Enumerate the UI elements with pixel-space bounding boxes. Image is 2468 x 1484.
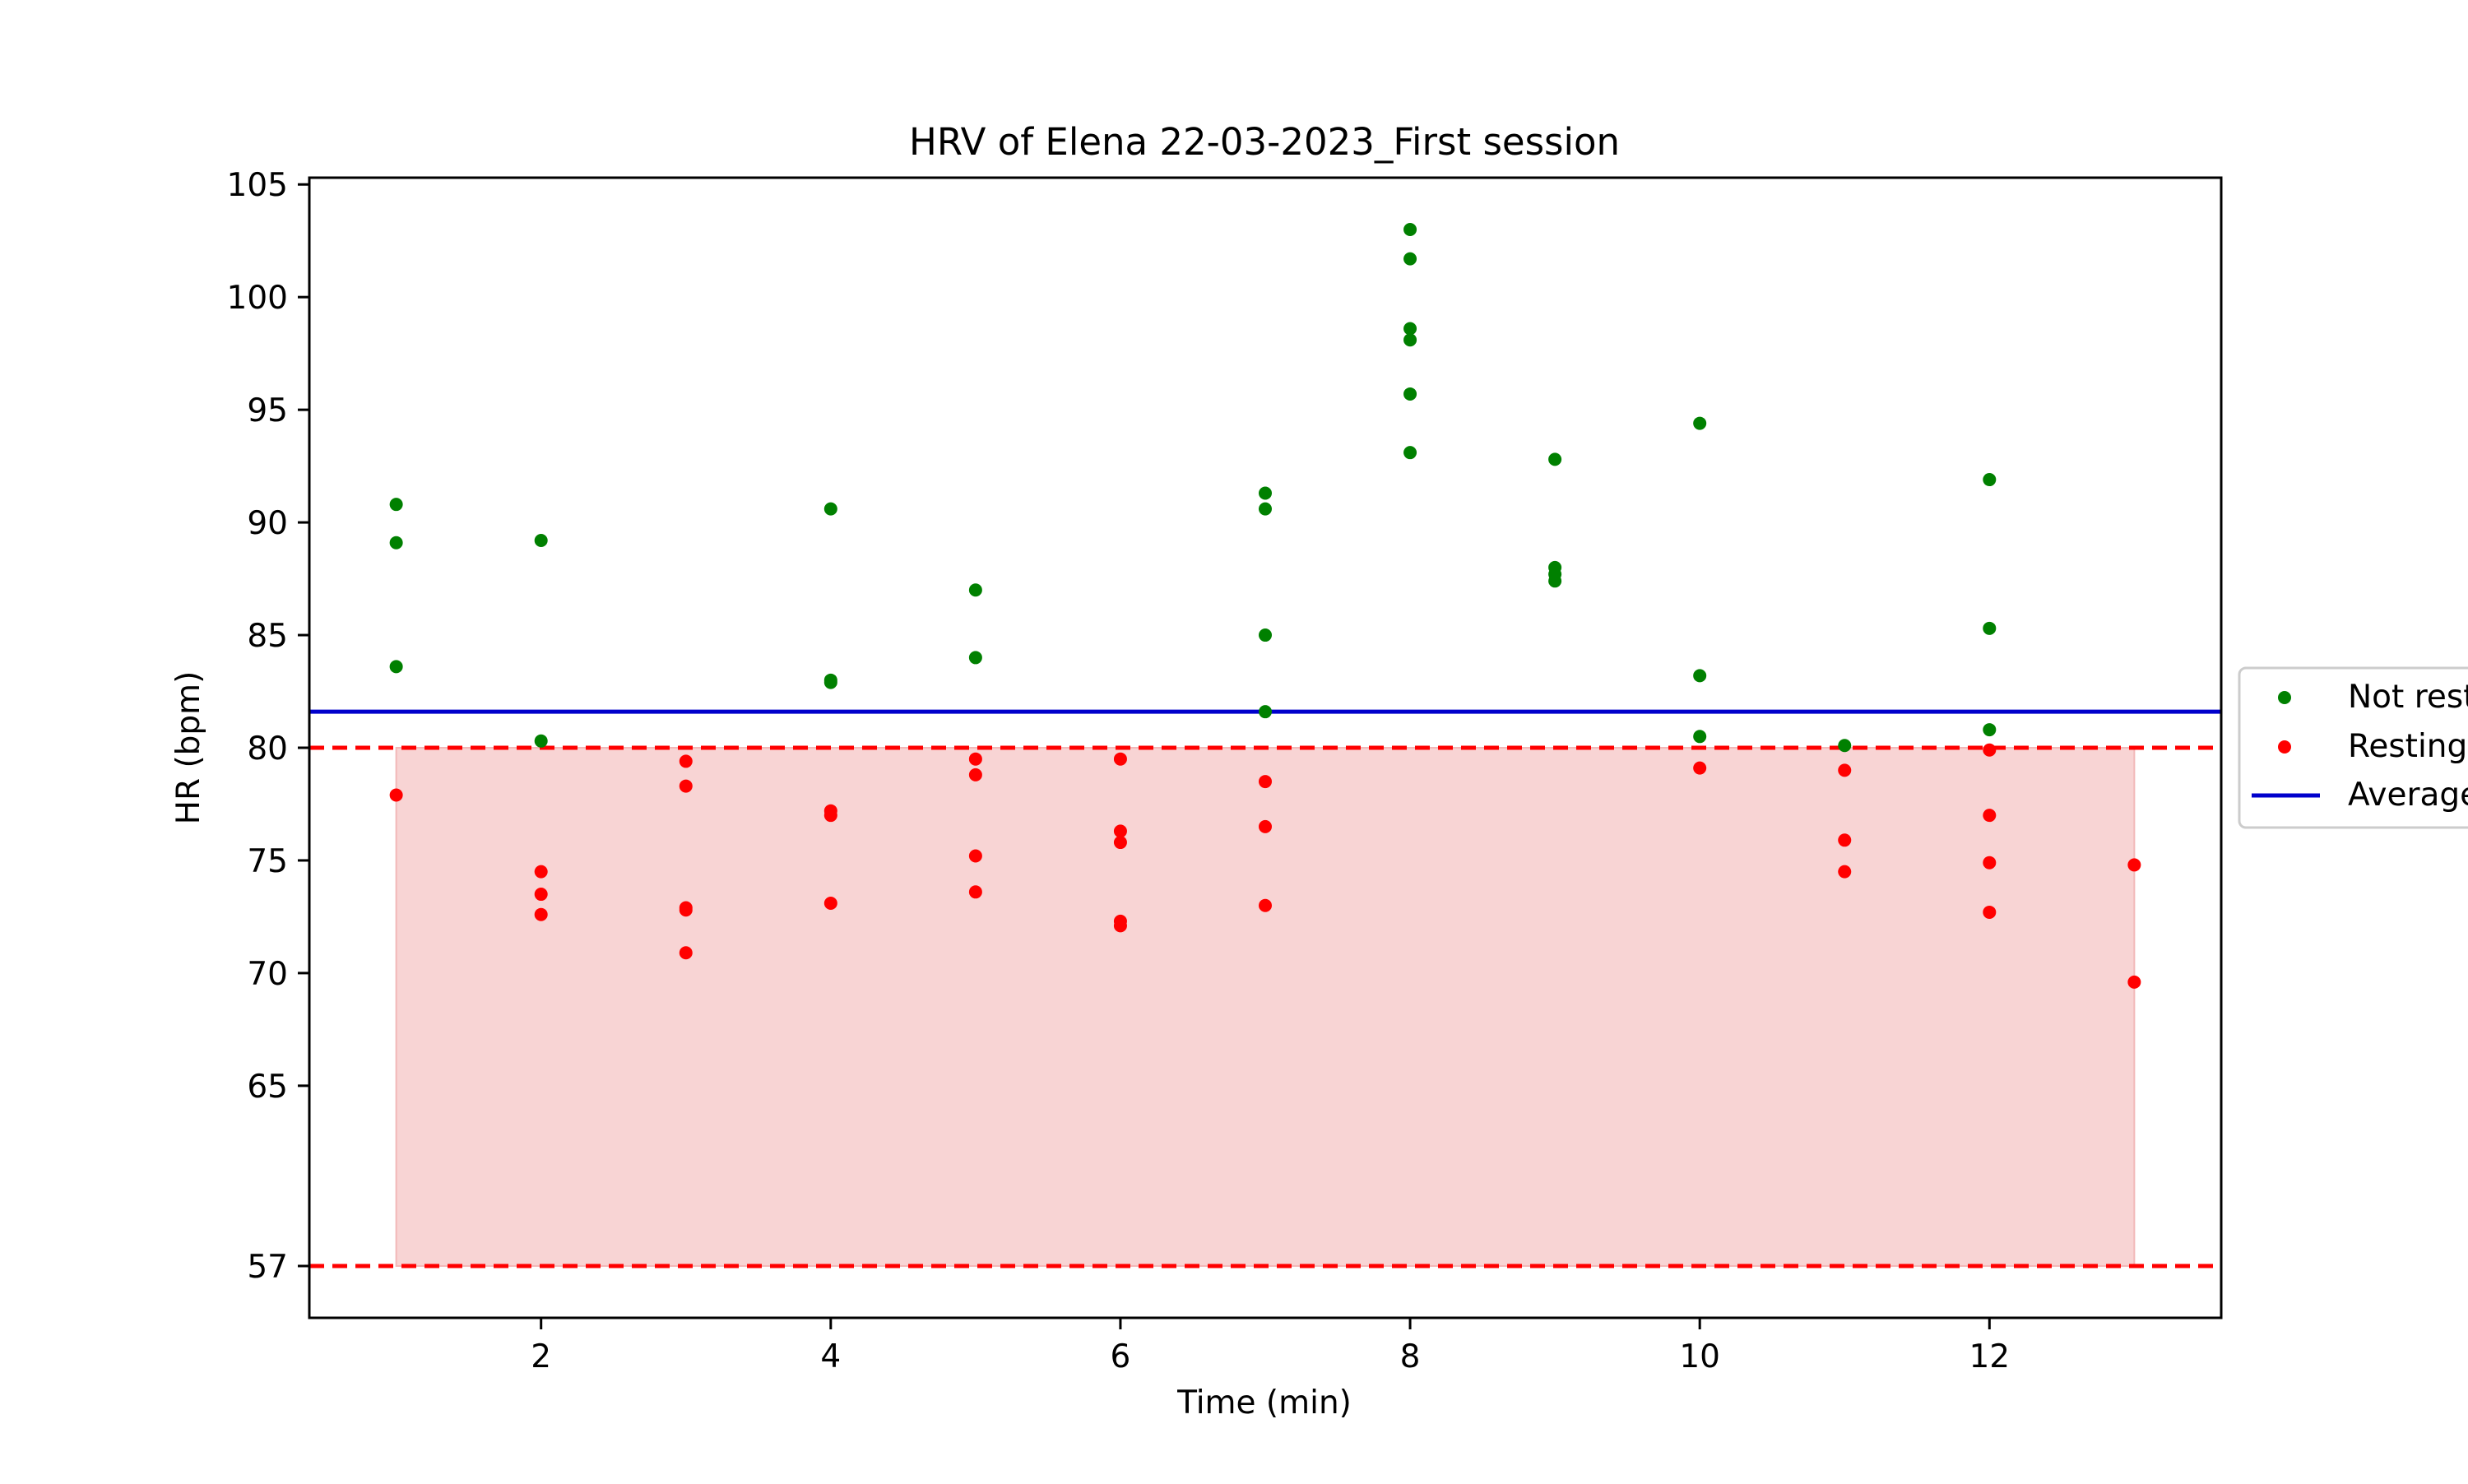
point-resting	[534, 907, 548, 921]
point-resting	[679, 903, 693, 917]
y-tick-label: 95	[247, 392, 288, 429]
point-resting	[1838, 833, 1852, 847]
point-not-resting	[968, 583, 982, 597]
x-tick-label: 4	[820, 1338, 841, 1375]
x-axis-label: Time (min)	[1176, 1384, 1352, 1421]
legend-marker-not-resting	[2278, 691, 2291, 704]
point-resting	[1259, 775, 1272, 789]
y-tick-label: 70	[247, 956, 288, 993]
point-not-resting	[1838, 739, 1852, 753]
chart-title: HRV of Elena 22-03-2023_First session	[909, 120, 1620, 164]
point-resting	[1113, 919, 1127, 933]
point-not-resting	[1548, 574, 1562, 588]
x-tick-label: 2	[531, 1338, 551, 1375]
point-not-resting	[1403, 387, 1417, 401]
point-not-resting	[1259, 486, 1272, 500]
point-resting	[968, 849, 982, 863]
legend-label-average: Average	[2348, 777, 2468, 814]
point-not-resting	[1259, 628, 1272, 642]
point-not-resting	[1983, 723, 1997, 737]
point-not-resting	[1259, 502, 1272, 516]
point-not-resting	[1403, 333, 1417, 347]
x-axis: 2 4 6 8 10 12	[531, 1318, 2010, 1375]
y-tick-label: 90	[247, 505, 288, 542]
point-resting	[1838, 763, 1852, 777]
point-not-resting	[1983, 621, 1997, 635]
point-resting	[1113, 836, 1127, 850]
point-resting	[389, 788, 403, 802]
point-resting	[1693, 761, 1707, 775]
y-axis: 57 65 70 75 80 85 90 95 100 105	[227, 167, 309, 1286]
x-tick-label: 6	[1111, 1338, 1131, 1375]
point-resting	[823, 809, 837, 823]
plot-area	[309, 223, 2221, 1268]
point-not-resting	[1693, 416, 1707, 430]
legend-label-resting: Resting	[2348, 728, 2467, 765]
point-resting	[2127, 858, 2141, 872]
point-resting	[1259, 898, 1272, 912]
point-not-resting	[1983, 473, 1997, 487]
point-resting	[968, 752, 982, 766]
point-not-resting	[389, 498, 403, 512]
y-tick-label: 57	[247, 1249, 288, 1286]
legend: Not resting Resting Average	[2238, 666, 2468, 829]
point-not-resting	[534, 534, 548, 547]
y-tick-label: 65	[247, 1069, 288, 1106]
y-tick-label: 80	[247, 730, 288, 768]
point-resting	[1983, 809, 1997, 823]
point-not-resting	[1403, 322, 1417, 336]
point-resting	[1983, 856, 1997, 870]
point-resting	[679, 946, 693, 960]
point-resting	[1113, 752, 1127, 766]
point-not-resting	[389, 660, 403, 674]
y-tick-label: 105	[227, 167, 288, 204]
point-resting	[968, 768, 982, 781]
point-resting	[1838, 865, 1852, 879]
point-resting	[968, 885, 982, 899]
point-not-resting	[823, 675, 837, 689]
legend-label-not-resting: Not resting	[2348, 679, 2468, 716]
point-not-resting	[968, 651, 982, 665]
point-resting	[534, 865, 548, 879]
point-resting	[679, 779, 693, 793]
point-resting	[1983, 743, 1997, 757]
x-tick-label: 12	[1969, 1338, 2010, 1375]
point-not-resting	[1403, 223, 1417, 236]
point-not-resting	[1693, 730, 1707, 744]
legend-marker-resting	[2278, 740, 2291, 754]
y-tick-label: 85	[247, 618, 288, 655]
point-resting	[1113, 824, 1127, 838]
y-tick-label: 100	[227, 280, 288, 317]
y-axis-label: HR (bpm)	[170, 671, 207, 825]
point-not-resting	[534, 734, 548, 748]
point-not-resting	[1403, 446, 1417, 460]
x-tick-label: 8	[1400, 1338, 1421, 1375]
x-tick-label: 10	[1679, 1338, 1720, 1375]
point-not-resting	[1403, 252, 1417, 266]
point-resting	[679, 754, 693, 768]
point-not-resting	[1693, 669, 1707, 683]
legend-box	[2238, 666, 2468, 829]
point-resting	[534, 888, 548, 902]
point-resting	[823, 897, 837, 910]
point-not-resting	[823, 502, 837, 516]
point-not-resting	[1548, 452, 1562, 466]
y-tick-label: 75	[247, 843, 288, 880]
point-resting	[1983, 905, 1997, 919]
point-resting	[2127, 975, 2141, 989]
point-resting	[1259, 819, 1272, 833]
point-not-resting	[389, 536, 403, 550]
point-not-resting	[1259, 705, 1272, 719]
